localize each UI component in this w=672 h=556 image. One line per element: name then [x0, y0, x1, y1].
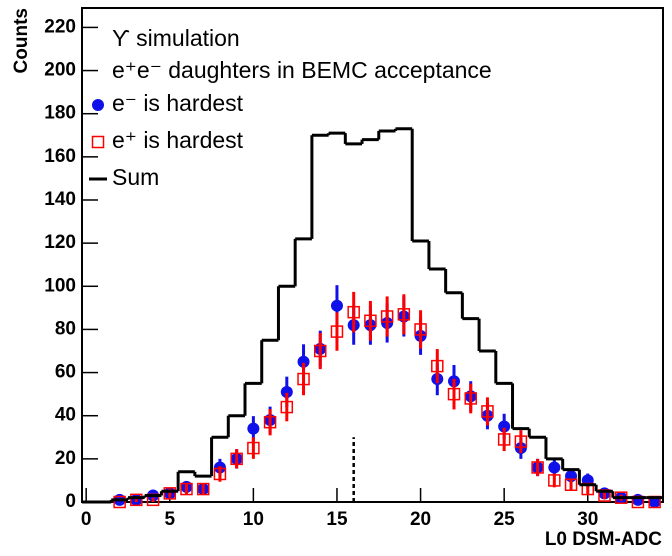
data-point — [548, 474, 561, 487]
y-tick-label: 100 — [44, 275, 76, 296]
data-point — [247, 441, 260, 455]
data-point — [163, 487, 177, 500]
annotation: ϒ simulation — [112, 25, 240, 51]
y-tick-label: 180 — [44, 103, 76, 124]
data-point — [347, 305, 360, 319]
data-point — [548, 461, 561, 474]
x-tick-label: 10 — [243, 509, 264, 530]
data-point — [497, 433, 511, 446]
data-point — [564, 478, 578, 491]
data-point — [213, 467, 227, 481]
y-tick-label: 0 — [65, 491, 76, 512]
y-tick-label: 60 — [55, 362, 76, 383]
data-point — [330, 325, 344, 338]
data-point — [196, 482, 210, 496]
data-point — [297, 372, 310, 386]
data-point — [247, 422, 260, 435]
data-point — [397, 308, 411, 321]
y-tick-label: 120 — [44, 232, 76, 253]
data-point — [481, 405, 494, 418]
legend-label: e⁻ is hardest — [112, 90, 244, 116]
data-point — [414, 323, 427, 336]
data-point — [431, 359, 444, 373]
data-point — [531, 461, 544, 474]
x-tick-label: 25 — [494, 509, 516, 530]
y-tick-label: 160 — [44, 146, 76, 167]
data-point — [464, 392, 477, 405]
legend-marker — [91, 135, 105, 149]
data-point — [631, 493, 644, 506]
y-tick-label: 220 — [44, 16, 76, 37]
x-tick-label: 20 — [410, 509, 431, 530]
annotation: e⁺e⁻ daughters in BEMC acceptance — [112, 57, 492, 83]
data-point — [130, 493, 143, 507]
x-tick-label: 30 — [577, 509, 598, 530]
legend-marker — [92, 99, 104, 111]
data-point — [297, 355, 310, 368]
x-axis-label: L0 DSM-ADC — [545, 529, 662, 550]
y-tick-label: 40 — [55, 405, 76, 426]
data-point — [230, 452, 243, 466]
data-point — [113, 495, 126, 509]
data-point — [364, 314, 377, 328]
data-point — [314, 344, 327, 358]
data-point — [330, 299, 343, 312]
plot-frame — [81, 7, 664, 503]
data-point — [263, 415, 277, 429]
data-point — [180, 482, 193, 496]
data-point — [380, 310, 394, 323]
y-axis-label: Counts — [11, 8, 32, 73]
x-tick-label: 15 — [326, 509, 348, 530]
x-tick-label: 0 — [81, 509, 92, 530]
y-tick-label: 140 — [44, 189, 76, 210]
data-point — [514, 435, 528, 448]
data-point — [447, 387, 461, 401]
data-point — [280, 400, 294, 414]
legend-label: e⁺ is hardest — [112, 127, 244, 153]
data-point — [498, 420, 511, 433]
legend-label: Sum — [112, 164, 159, 190]
y-tick-label: 200 — [44, 60, 76, 81]
y-tick-label: 80 — [55, 318, 76, 339]
x-tick-label: 5 — [164, 509, 175, 530]
y-tick-label: 20 — [55, 448, 76, 469]
data-point — [280, 385, 293, 398]
